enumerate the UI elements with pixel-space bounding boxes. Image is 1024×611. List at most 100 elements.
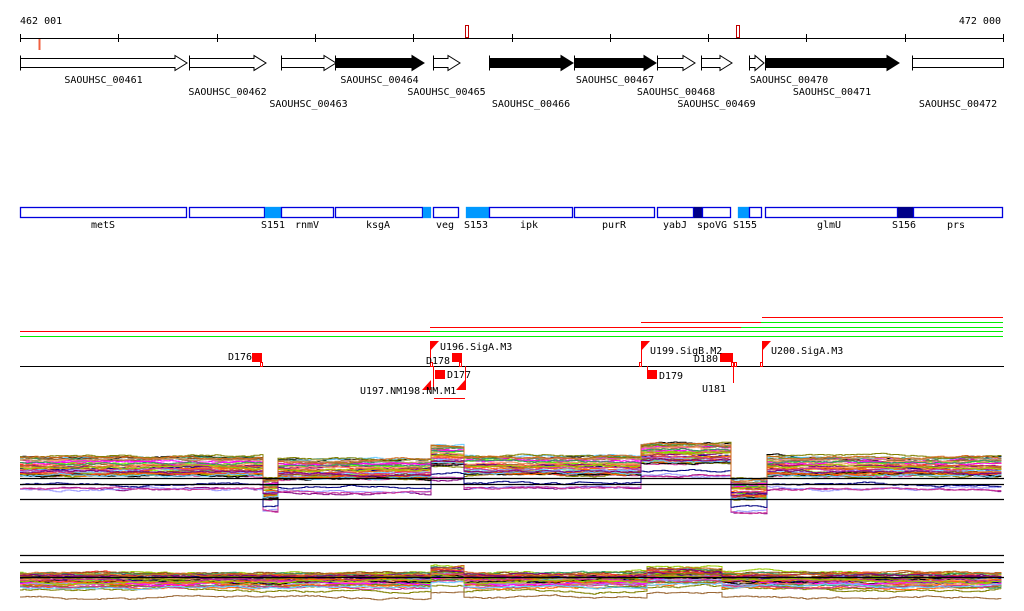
annotation-label: S153 [464, 220, 488, 231]
annotation-label: metS [91, 220, 115, 231]
gene-arrow [749, 54, 765, 72]
annotation-label: prs [947, 220, 965, 231]
feature-d179-marker [647, 370, 657, 379]
feature-d176-marker [252, 353, 262, 362]
expression-series-line [20, 591, 1002, 601]
annotation-track: metS S151 rnmV ksgA veg S153 ipk purR yabJ spoVG S… [19, 206, 1004, 231]
annotation-label: glmU [817, 220, 841, 231]
gene-label: SAOUHSC_00472 [919, 99, 997, 110]
expression-series-line [20, 580, 1002, 591]
feature-d180-label: D180 [694, 354, 718, 365]
feature-d177-label: D177 [447, 370, 471, 381]
expression-series-line [20, 474, 1002, 515]
feature-d178-marker [452, 353, 462, 362]
expression-series-line [20, 574, 1002, 586]
annotation-label: rnmV [295, 220, 319, 231]
annotation-label: yabJ [663, 220, 687, 231]
annotation-box-rnmV [280, 206, 335, 219]
site-marker [736, 25, 740, 38]
expression-plot-upper [20, 441, 1004, 515]
gene-label: SAOUHSC_00461 [64, 75, 142, 86]
feature-d177-marker [435, 370, 445, 379]
expression-series-line [20, 458, 1002, 497]
expression-series-line [20, 448, 1002, 489]
gene-SAOUHSC_00469: SAOUHSC_00469 [677, 54, 756, 110]
gene-label: SAOUHSC_00467 [576, 75, 654, 86]
annotation-box-spoVG [701, 206, 732, 219]
gene-SAOUHSC_00465: SAOUHSC_00465 [407, 54, 486, 98]
gene-arrow [489, 54, 574, 72]
feature-u200-label: U200.SigA.M3 [771, 346, 843, 357]
gene-label: SAOUHSC_00469 [677, 99, 755, 110]
annotation-box-S153 [465, 206, 490, 219]
annotation-box-glmU [764, 206, 899, 219]
annotation-label: veg [436, 220, 454, 231]
feature-u199-label: U199.SigB.M2 [650, 346, 722, 357]
gene-label: SAOUHSC_00465 [407, 87, 485, 98]
expression-plot-lower [20, 554, 1004, 601]
expression-series-line [20, 583, 1002, 595]
gene-label: SAOUHSC_00470 [750, 75, 828, 86]
gene-arrow [701, 54, 733, 72]
annotation-box-metS [19, 206, 188, 219]
gene-label: SAOUHSC_00471 [793, 87, 871, 98]
gene-label: SAOUHSC_00463 [269, 99, 347, 110]
gene-arrow [912, 55, 1004, 71]
gene-label: SAOUHSC_00468 [637, 87, 715, 98]
feature-u200-flag-icon [762, 341, 771, 351]
ruler-end-label: 472 000 [959, 16, 1001, 27]
gene-SAOUHSC_00472: SAOUHSC_00472 [912, 55, 1004, 110]
expression-series-line [20, 469, 1002, 508]
gene-arrow [281, 54, 337, 72]
annotation-label: S151 [261, 220, 285, 231]
annotation-box-region [693, 206, 703, 219]
gene-arrow [657, 54, 696, 72]
gene-SAOUHSC_00461: SAOUHSC_00461 [20, 54, 188, 86]
gene-arrow [574, 54, 657, 72]
gene-SAOUHSC_00463: SAOUHSC_00463 [269, 54, 348, 110]
expression-series-line [20, 473, 1002, 513]
feature-u181-label: U181 [702, 384, 726, 395]
gene-label: SAOUHSC_00464 [340, 75, 418, 86]
expression-series-line [20, 442, 1002, 483]
annotation-box-region [188, 206, 266, 219]
gene-arrow [189, 54, 267, 72]
expression-series-line [20, 567, 1002, 578]
gene-label: SAOUHSC_00466 [492, 99, 570, 110]
gene-SAOUHSC_00466: SAOUHSC_00466 [489, 54, 574, 110]
annotation-box-veg [432, 206, 460, 219]
gene-arrow [433, 54, 461, 72]
expression-series-line [20, 565, 1002, 577]
expression-series-line [20, 450, 1002, 491]
feature-u197-label: U197.NM198.NM.M1 [360, 386, 456, 397]
gene-label: SAOUHSC_00462 [188, 87, 266, 98]
annotation-label: purR [602, 220, 627, 231]
feature-d178-label: D178 [426, 356, 450, 367]
annotation-box-region [422, 206, 432, 219]
gene-SAOUHSC_00467: SAOUHSC_00467 [574, 54, 657, 86]
annotation-box-region [748, 206, 763, 219]
annotation-box-purR [573, 206, 656, 219]
ruler-start-label: 462 001 [20, 16, 62, 27]
feature-u196-flag-icon [430, 341, 439, 351]
site-marker [465, 25, 469, 38]
feature-d179-label: D179 [659, 371, 683, 382]
feature-tick [731, 362, 734, 367]
annotation-box-yabJ [656, 206, 695, 219]
expression-series-line [20, 474, 1002, 515]
gene-arrow [765, 54, 900, 72]
annotation-box-ipk [488, 206, 574, 219]
gene-SAOUHSC_00468: SAOUHSC_00468 [637, 54, 715, 98]
feature-track: D176 U196.SigA.M3 D178 D177 U197.NM198.N… [20, 341, 1004, 399]
annotation-box-prs [912, 206, 1004, 219]
gene-SAOUHSC_00464: SAOUHSC_00464 [335, 54, 425, 86]
annotation-box-S156 [897, 206, 914, 219]
feature-d176-label: D176 [228, 352, 252, 363]
annotation-box-ksgA [334, 206, 424, 219]
feature-u198-flag-icon [456, 380, 465, 390]
expression-series-line [20, 458, 1002, 497]
gene-SAOUHSC_00462: SAOUHSC_00462 [188, 54, 267, 98]
gene-arrow [20, 54, 188, 72]
annotation-label: S155 [733, 220, 757, 231]
